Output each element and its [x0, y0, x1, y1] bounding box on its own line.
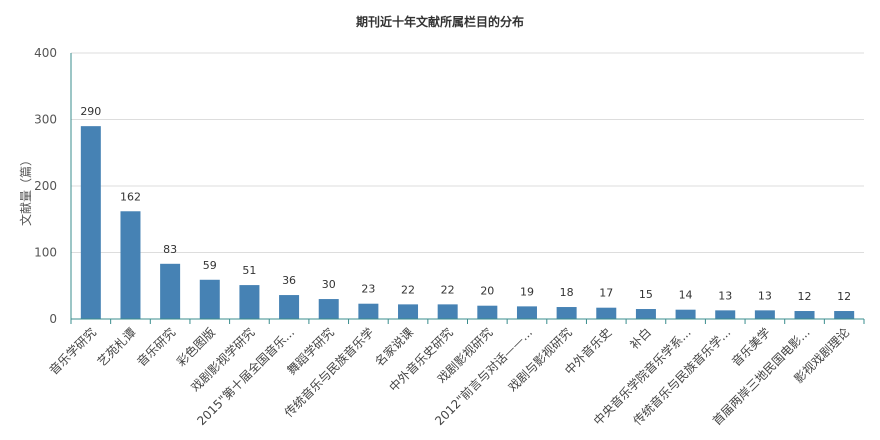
data-label: 36 — [282, 274, 296, 287]
data-label: 20 — [480, 285, 494, 298]
bar — [715, 310, 736, 319]
y-axis-label: 文献量（篇） — [18, 154, 33, 226]
chart-title: 期刊近十年文献所属栏目的分布 — [356, 14, 524, 29]
category-labels: 音乐学研究艺苑札谭音乐研究彩色图版戏剧影视学研究2015"第十届全国音乐...舞… — [46, 325, 852, 429]
bar — [596, 307, 617, 319]
bar — [794, 311, 815, 319]
axes — [70, 53, 865, 324]
bars — [80, 126, 855, 320]
grid-lines — [71, 52, 864, 253]
category-label: 补白 — [626, 325, 654, 353]
y-tick-label: 200 — [34, 179, 57, 193]
data-label: 23 — [361, 283, 375, 296]
data-label: 14 — [679, 289, 693, 302]
bar — [398, 304, 419, 319]
data-label: 22 — [401, 283, 415, 296]
y-tick-label: 100 — [34, 246, 57, 260]
data-label: 12 — [798, 290, 812, 303]
bar — [477, 305, 498, 319]
bar — [358, 303, 379, 319]
data-label: 19 — [520, 285, 534, 298]
data-label: 17 — [599, 287, 613, 300]
data-label: 13 — [758, 289, 772, 302]
bar — [80, 126, 101, 320]
y-tick-label: 300 — [34, 113, 57, 127]
data-label: 15 — [639, 288, 653, 301]
data-labels: 290 162 83 59 51 36 30 23 22 22 20 19 18 17 15 14 13 13 12… — [80, 105, 851, 303]
data-label: 162 — [120, 190, 141, 203]
category-label: 艺苑札谭 — [95, 325, 139, 369]
category-label: 音乐研究 — [134, 325, 179, 370]
category-label: 音乐学研究 — [46, 325, 99, 378]
data-label: 290 — [80, 105, 101, 118]
data-label: 13 — [718, 289, 732, 302]
bar — [239, 285, 260, 319]
y-tick-labels: 0 100 200 300 400 — [34, 46, 57, 326]
data-label: 51 — [242, 264, 256, 277]
data-label: 83 — [163, 243, 177, 256]
bar — [556, 307, 577, 319]
bar — [834, 311, 855, 319]
y-tick-label: 0 — [49, 312, 57, 326]
bar — [199, 279, 220, 319]
data-label: 59 — [203, 259, 217, 272]
bar — [635, 309, 656, 319]
bar — [437, 304, 458, 319]
bar — [675, 309, 696, 319]
bar — [279, 295, 300, 319]
data-label: 22 — [441, 283, 455, 296]
bar — [754, 310, 775, 319]
y-tick-label: 400 — [34, 46, 57, 60]
bar — [318, 299, 339, 319]
data-label: 18 — [560, 286, 574, 299]
bar — [516, 306, 537, 319]
data-label: 12 — [837, 290, 851, 303]
data-label: 30 — [322, 278, 336, 291]
bar — [160, 263, 181, 319]
bar — [120, 211, 141, 319]
